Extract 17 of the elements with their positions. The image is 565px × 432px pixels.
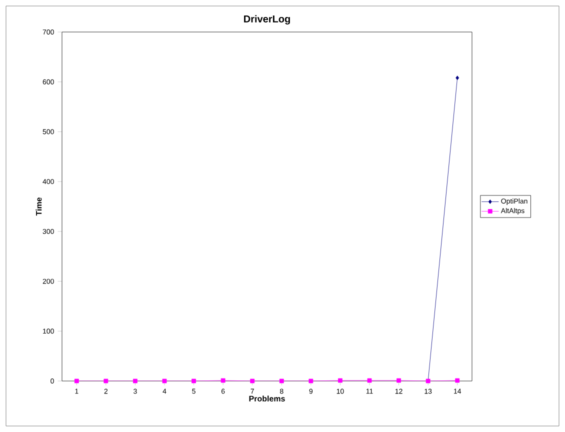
point: [162, 378, 167, 384]
point: [250, 378, 255, 384]
point: [104, 378, 108, 384]
chart-title: DriverLog: [244, 15, 290, 24]
point: [74, 378, 79, 384]
point: [455, 378, 460, 383]
y-axis-title: Time: [36, 198, 42, 216]
point: [396, 378, 401, 383]
x-axis-title: Problems: [249, 396, 285, 402]
point: [338, 378, 342, 383]
point: [192, 378, 196, 384]
point: [367, 378, 372, 383]
point: [308, 378, 314, 384]
point: [220, 378, 226, 383]
point: [456, 76, 460, 80]
point: [279, 378, 284, 384]
point: [133, 378, 138, 384]
